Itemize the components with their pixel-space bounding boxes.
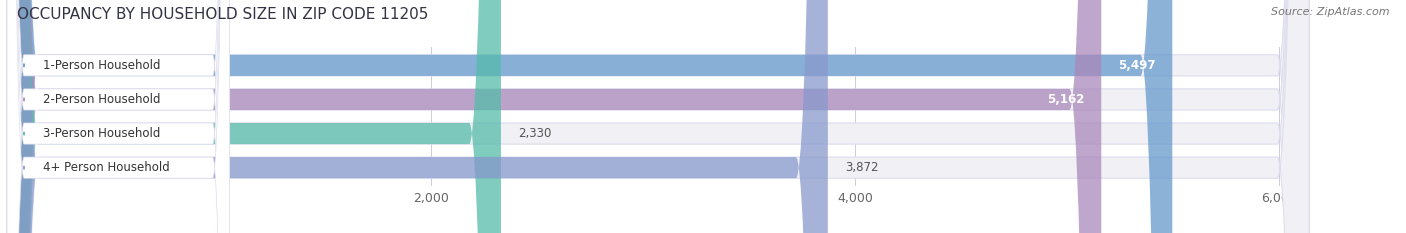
Text: 1-Person Household: 1-Person Household: [44, 59, 160, 72]
FancyBboxPatch shape: [7, 0, 229, 233]
FancyBboxPatch shape: [7, 0, 229, 233]
Text: 3-Person Household: 3-Person Household: [44, 127, 160, 140]
FancyBboxPatch shape: [7, 0, 1309, 233]
FancyBboxPatch shape: [7, 0, 1101, 233]
Text: Source: ZipAtlas.com: Source: ZipAtlas.com: [1271, 7, 1389, 17]
FancyBboxPatch shape: [7, 0, 1309, 233]
FancyBboxPatch shape: [7, 0, 1309, 233]
Text: 3,872: 3,872: [845, 161, 879, 174]
FancyBboxPatch shape: [7, 0, 501, 233]
Text: 2-Person Household: 2-Person Household: [44, 93, 160, 106]
FancyBboxPatch shape: [7, 0, 229, 233]
Text: 5,162: 5,162: [1047, 93, 1084, 106]
FancyBboxPatch shape: [7, 0, 1173, 233]
FancyBboxPatch shape: [7, 0, 1309, 233]
Text: 5,497: 5,497: [1118, 59, 1156, 72]
Text: 4+ Person Household: 4+ Person Household: [44, 161, 170, 174]
Text: 2,330: 2,330: [517, 127, 551, 140]
FancyBboxPatch shape: [7, 0, 828, 233]
FancyBboxPatch shape: [7, 0, 229, 233]
Text: OCCUPANCY BY HOUSEHOLD SIZE IN ZIP CODE 11205: OCCUPANCY BY HOUSEHOLD SIZE IN ZIP CODE …: [17, 7, 429, 22]
